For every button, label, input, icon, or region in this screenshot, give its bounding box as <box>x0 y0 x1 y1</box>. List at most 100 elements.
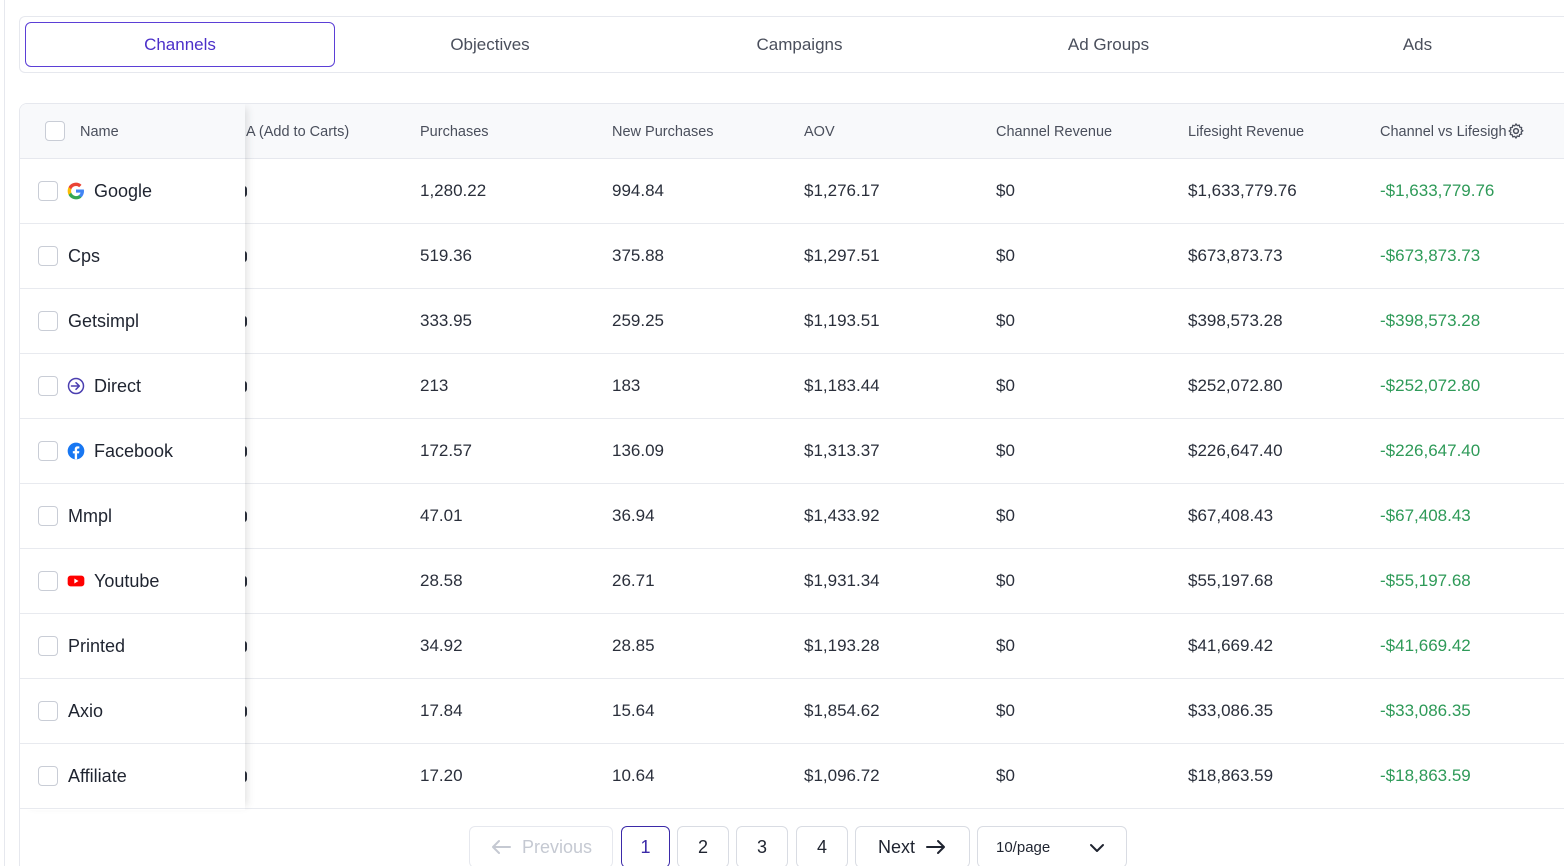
table-row[interactable]: 1,280.22 994.84 $1,276.17 $0 $1,633,779.76 -$… <box>20 159 1564 224</box>
row-name-cell: Printed <box>20 614 245 679</box>
row-checkbox[interactable] <box>38 311 58 331</box>
clipped-cell-edge <box>244 576 247 587</box>
youtube-icon <box>66 571 86 591</box>
row-checkbox[interactable] <box>38 701 58 721</box>
cell-lifesight-revenue: $398,573.28 <box>1188 311 1283 330</box>
row-checkbox[interactable] <box>38 506 58 526</box>
tab-campaigns[interactable]: Campaigns <box>756 34 843 54</box>
channel-name[interactable]: Axio <box>68 700 104 721</box>
cell-new-purchases: 375.88 <box>612 246 664 265</box>
cell-channel-revenue: $0 <box>996 766 1015 785</box>
select-all-checkbox[interactable] <box>45 121 65 141</box>
clipped-cell-edge <box>244 381 247 392</box>
page-4-button[interactable]: 4 <box>796 826 848 866</box>
name-column-header: Name <box>20 104 245 159</box>
cell-purchases: 17.20 <box>420 766 463 785</box>
arrow-left-icon <box>491 840 511 854</box>
page-3-button[interactable]: 3 <box>736 826 788 866</box>
cell-lifesight-revenue: $67,408.43 <box>1188 506 1274 525</box>
table-row[interactable]: 172.57 136.09 $1,313.37 $0 $226,647.40 -$226,… <box>20 419 1564 484</box>
channel-name[interactable]: Printed <box>68 635 126 656</box>
table-row[interactable]: 213 183 $1,183.44 $0 $252,072.80 -$252,072.80 <box>20 354 1564 419</box>
clipped-cell-edge <box>244 706 247 717</box>
row-checkbox[interactable] <box>38 441 58 461</box>
row-checkbox[interactable] <box>38 571 58 591</box>
cell-aov: $1,297.51 <box>804 246 880 265</box>
row-checkbox[interactable] <box>38 766 58 786</box>
cell-channel-revenue: $0 <box>996 701 1015 720</box>
row-name-cell: Getsimpl <box>20 289 245 354</box>
cell-purchases: 172.57 <box>420 441 472 460</box>
row-name-cell: Google <box>20 159 245 224</box>
tab-objectives[interactable]: Objectives <box>450 34 530 54</box>
next-button[interactable]: Next <box>855 826 970 866</box>
cell-lifesight-revenue: $33,086.35 <box>1188 701 1274 720</box>
column-header-purchases[interactable]: Purchases <box>420 123 489 140</box>
cell-new-purchases: 136.09 <box>612 441 664 460</box>
tab-ads[interactable]: Ads <box>1402 34 1433 54</box>
page-1-button[interactable]: 1 <box>621 826 670 866</box>
cell-purchases: 333.95 <box>420 311 472 330</box>
table-row[interactable]: 17.20 10.64 $1,096.72 $0 $18,863.59 -$18,863.… <box>20 744 1564 809</box>
table-row[interactable]: 47.01 36.94 $1,433.92 $0 $67,408.43 -$67,408.… <box>20 484 1564 549</box>
cell-channel-vs-lifesight: -$226,647.40 <box>1380 441 1481 460</box>
cell-channel-vs-lifesight: -$398,573.28 <box>1380 311 1481 330</box>
channel-name[interactable]: Google <box>94 180 153 201</box>
cell-new-purchases: 15.64 <box>612 701 655 720</box>
row-name-cell: Cps <box>20 224 245 289</box>
row-name-cell: Youtube <box>20 549 245 614</box>
cell-channel-revenue: $0 <box>996 506 1015 525</box>
table-row[interactable]: 34.92 28.85 $1,193.28 $0 $41,669.42 -$41,669.… <box>20 614 1564 679</box>
arrow-right-icon <box>926 840 945 854</box>
tab-ad-groups[interactable]: Ad Groups <box>1067 34 1150 54</box>
clipped-cell-edge <box>244 186 247 197</box>
cell-channel-revenue: $0 <box>996 441 1015 460</box>
channel-name[interactable]: Youtube <box>94 570 160 591</box>
cell-aov: $1,433.92 <box>804 506 880 525</box>
column-header-channel-revenue[interactable]: Channel Revenue <box>996 123 1113 140</box>
cell-lifesight-revenue: $18,863.59 <box>1188 766 1274 785</box>
channel-name[interactable]: Affiliate <box>68 765 127 786</box>
channel-name[interactable]: Facebook <box>94 440 174 461</box>
column-header-cpa[interactable]: A (Add to Carts) <box>246 123 350 140</box>
tab-channels[interactable]: Channels <box>25 22 335 67</box>
previous-button[interactable]: Previous <box>469 826 613 866</box>
row-name-cell: Mmpl <box>20 484 245 549</box>
column-header-lifesight-revenue[interactable]: Lifesight Revenue <box>1188 123 1305 140</box>
row-checkbox[interactable] <box>38 376 58 396</box>
cell-channel-revenue: $0 <box>996 636 1015 655</box>
cell-aov: $1,313.37 <box>804 441 880 460</box>
column-header-channel-vs-lifesight[interactable]: Channel vs Lifesigh <box>1380 123 1507 140</box>
channels-table: A (Add to Carts) Purchases New Purchases… <box>19 103 1564 866</box>
cell-lifesight-revenue: $55,197.68 <box>1188 571 1274 590</box>
column-header-aov[interactable]: AOV <box>804 123 835 140</box>
sticky-name-column: Name Google Cps Getsimpl Direct Facebook Mmpl… <box>20 104 245 810</box>
channel-name[interactable]: Direct <box>94 375 142 396</box>
channel-name[interactable]: Mmpl <box>68 505 112 526</box>
pagination: Previous 1 2 3 4 Next 10/page <box>20 824 1564 866</box>
clipped-cell-edge <box>244 251 247 262</box>
clipped-cell-edge <box>244 641 247 652</box>
page-2-button[interactable]: 2 <box>677 826 729 866</box>
row-checkbox[interactable] <box>38 636 58 656</box>
row-checkbox[interactable] <box>38 246 58 266</box>
cell-aov: $1,854.62 <box>804 701 880 720</box>
channel-name[interactable]: Getsimpl <box>68 310 140 331</box>
clipped-cell-edge <box>244 511 247 522</box>
table-row[interactable]: 17.84 15.64 $1,854.62 $0 $33,086.35 -$33,086.… <box>20 679 1564 744</box>
direct-icon <box>66 376 86 396</box>
column-header-name[interactable]: Name <box>80 123 119 140</box>
column-header-new-purchases[interactable]: New Purchases <box>612 123 714 140</box>
table-row[interactable]: 519.36 375.88 $1,297.51 $0 $673,873.73 -$673,… <box>20 224 1564 289</box>
table-row[interactable]: 333.95 259.25 $1,193.51 $0 $398,573.28 -$398,… <box>20 289 1564 354</box>
cell-purchases: 34.92 <box>420 636 463 655</box>
row-name-cell: Direct <box>20 354 245 419</box>
cell-purchases: 17.84 <box>420 701 463 720</box>
channel-name[interactable]: Cps <box>68 245 101 266</box>
row-checkbox[interactable] <box>38 181 58 201</box>
table-row[interactable]: 28.58 26.71 $1,931.34 $0 $55,197.68 -$55,197.… <box>20 549 1564 614</box>
cell-purchases: 28.58 <box>420 571 463 590</box>
gear-icon[interactable] <box>1507 122 1525 140</box>
page-size-select[interactable]: 10/page <box>977 826 1127 866</box>
cell-new-purchases: 994.84 <box>612 181 664 200</box>
